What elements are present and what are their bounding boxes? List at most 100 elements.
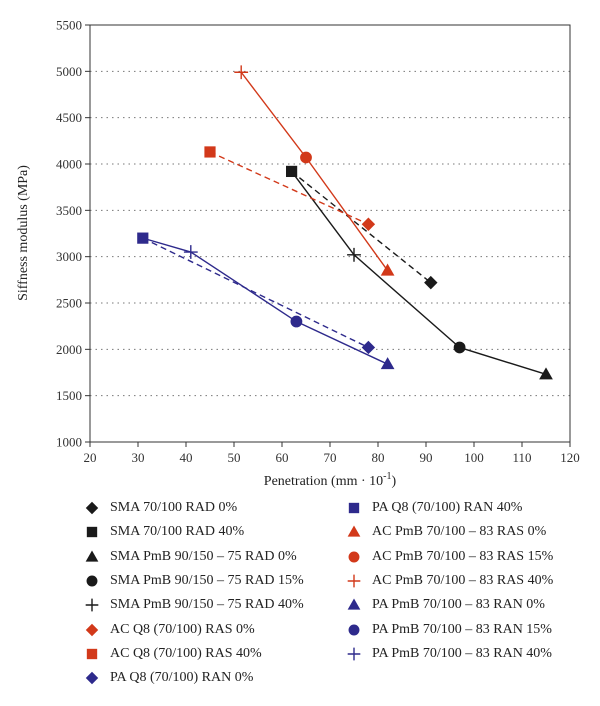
legend-marker-circle-icon	[348, 551, 360, 563]
legend-symbol	[347, 598, 361, 610]
legend-label: AC Q8 (70/100) RAS 0%	[110, 621, 255, 637]
legend-marker-triangle-icon	[347, 525, 361, 538]
y-tick-label-5500: 5500	[56, 18, 82, 33]
x-tick-label-70: 70	[324, 450, 337, 465]
x-tick-label-30: 30	[132, 450, 145, 465]
plot-frame	[89, 24, 571, 443]
point-pa-q8-70-100-ran-40	[137, 232, 149, 244]
legend-label: PA Q8 (70/100) RAN 0%	[110, 670, 254, 686]
x-tick-label-20: 20	[84, 450, 97, 465]
x-tick-label-60: 60	[276, 450, 289, 465]
legend-label: PA PmB 70/100 – 83 RAN 15%	[372, 621, 552, 637]
y-tick-label-2500: 2500	[56, 296, 82, 311]
legend-marker-diamond-icon	[85, 623, 99, 636]
series-markers	[137, 65, 553, 380]
point-pa-pmb-70-100-83-ran-15	[290, 315, 303, 328]
legend-symbol	[347, 647, 361, 661]
legend-item-sma-70-100-rad-0: SMA 70/100 RAD 0%	[80, 496, 304, 520]
point-ac-pmb-70-100-83-ras-0	[380, 263, 395, 276]
y-tick-label-4000: 4000	[56, 157, 82, 172]
legend-item-ac-q8-70-100-ras-0: AC Q8 (70/100) RAS 0%	[80, 617, 304, 641]
x-tick-label-80: 80	[372, 450, 385, 465]
legend-column-left: SMA 70/100 RAD 0% SMA 70/100 RAD 40% SMA P…	[80, 496, 304, 690]
y-tick-label-2000: 2000	[56, 342, 82, 357]
legend-label: AC Q8 (70/100) RAS 40%	[110, 645, 262, 661]
legend-symbol	[347, 525, 361, 538]
point-sma-pmb-90-150-75-rad-0	[539, 367, 553, 380]
legend-symbol	[85, 550, 99, 562]
stiffness-penetration-chart: 1000 1500 2000 2500 3000 3500 4000 4500 5000 5500…	[16, 18, 580, 490]
legend-item-pa-q8-70-100-ran-0: PA Q8 (70/100) RAN 0%	[80, 666, 304, 690]
legend-item-sma-70-100-rad-40: SMA 70/100 RAD 40%	[80, 520, 304, 544]
series-line-blue-dashed-4	[142, 237, 369, 349]
y-tick-label-5000: 5000	[56, 64, 82, 79]
legend-symbol	[85, 672, 99, 685]
point-sma-pmb-90-150-75-rad-40	[347, 247, 361, 262]
legend-symbol	[85, 623, 99, 636]
x-axis-label: Penetration (mm · 10-1)	[264, 471, 397, 489]
legend-column-right: PA Q8 (70/100) RAN 40% AC PmB 70/100 – 83…	[342, 496, 553, 666]
legend-label: PA Q8 (70/100) RAN 40%	[372, 500, 523, 516]
legend-item-sma-pmb-90-150-75-rad-40: SMA PmB 90/150 – 75 RAD 40%	[80, 593, 304, 617]
legend-label: SMA PmB 90/150 – 75 RAD 15%	[110, 573, 304, 589]
legend-symbol	[86, 575, 98, 587]
legend-symbol	[348, 551, 360, 563]
x-tick-label-40: 40	[180, 450, 193, 465]
x-tick-label-110: 110	[512, 450, 531, 465]
legend-marker-triangle-icon	[85, 550, 99, 562]
point-ac-pmb-70-100-83-ras-15	[300, 151, 312, 164]
legend-item-ac-pmb-70-100-83-ras-15: AC PmB 70/100 – 83 RAS 15%	[342, 545, 553, 569]
legend-marker-plus-icon	[347, 647, 361, 661]
legend-item-pa-pmb-70-100-83-ran-40: PA PmB 70/100 – 83 RAN 40%	[342, 642, 553, 666]
point-pa-pmb-70-100-83-ran-40	[183, 245, 198, 259]
legend-label: PA PmB 70/100 – 83 RAN 0%	[372, 597, 545, 613]
series-line-black-dashed-0	[291, 170, 432, 284]
point-pa-pmb-70-100-83-ran-0	[380, 357, 395, 370]
legend-item-ac-q8-70-100-ras-40: AC Q8 (70/100) RAS 40%	[80, 642, 304, 666]
legend-marker-plus-icon	[85, 599, 99, 612]
legend-marker-square-icon	[348, 502, 360, 514]
ticks: 1000 1500 2000 2500 3000 3500 4000 4500 5000 5500…	[56, 18, 580, 466]
x-tick-label-100: 100	[464, 450, 484, 465]
legend-symbol	[85, 599, 99, 612]
legend-item-sma-pmb-90-150-75-rad-0: SMA PmB 90/150 – 75 RAD 0%	[80, 545, 304, 569]
legend-symbol	[348, 502, 360, 514]
legend-item-ac-pmb-70-100-83-ras-40: AC PmB 70/100 – 83 RAS 40%	[342, 569, 553, 593]
legend-marker-circle-icon	[348, 624, 360, 636]
legend-marker-diamond-icon	[85, 501, 99, 515]
legend-label: AC PmB 70/100 – 83 RAS 40%	[372, 573, 554, 589]
y-tick-label-3000: 3000	[56, 249, 82, 264]
point-pa-q8-70-100-ran-0	[361, 340, 376, 355]
legend-symbol	[347, 574, 361, 588]
x-tick-label-90: 90	[420, 450, 433, 465]
legend-label: PA PmB 70/100 – 83 RAN 40%	[372, 645, 552, 661]
legend-item-pa-pmb-70-100-83-ran-0: PA PmB 70/100 – 83 RAN 0%	[342, 593, 553, 617]
legend-symbol	[348, 624, 360, 636]
grid	[90, 70, 570, 397]
legend-marker-circle-icon	[86, 575, 98, 587]
legend-label: AC PmB 70/100 – 83 RAS 15%	[372, 548, 554, 564]
legend-label: SMA PmB 90/150 – 75 RAD 40%	[110, 597, 304, 613]
legend-label: SMA 70/100 RAD 40%	[110, 524, 245, 540]
legend-marker-plus-icon	[347, 574, 361, 588]
point-sma-70-100-rad-0	[424, 275, 438, 290]
legend-label: AC PmB 70/100 – 83 RAS 0%	[372, 524, 547, 540]
y-tick-label-3500: 3500	[56, 203, 82, 218]
legend-symbol	[85, 501, 99, 515]
point-ac-pmb-70-100-83-ras-40	[234, 65, 249, 80]
series-line-red-dashed-2	[209, 151, 369, 225]
y-tick-label-1500: 1500	[56, 388, 82, 403]
legend-symbol	[86, 527, 98, 538]
legend-marker-square-icon	[86, 648, 98, 660]
series-line-red-solid-3	[240, 71, 389, 271]
x-tick-label-120: 120	[560, 450, 580, 465]
point-sma-70-100-rad-40	[286, 165, 298, 178]
point-ac-q8-70-100-ras-40	[204, 146, 216, 158]
y-axis-label: Siffness modulus (MPa)	[16, 165, 31, 301]
y-tick-label-1000: 1000	[56, 435, 82, 450]
legend-marker-diamond-icon	[85, 672, 99, 685]
legend-item-sma-pmb-90-150-75-rad-15: SMA PmB 90/150 – 75 RAD 15%	[80, 569, 304, 593]
series-line-blue-solid-5	[142, 237, 388, 365]
point-ac-q8-70-100-ras-0	[361, 217, 376, 231]
legend-item-pa-q8-70-100-ran-40: PA Q8 (70/100) RAN 40%	[342, 496, 553, 520]
